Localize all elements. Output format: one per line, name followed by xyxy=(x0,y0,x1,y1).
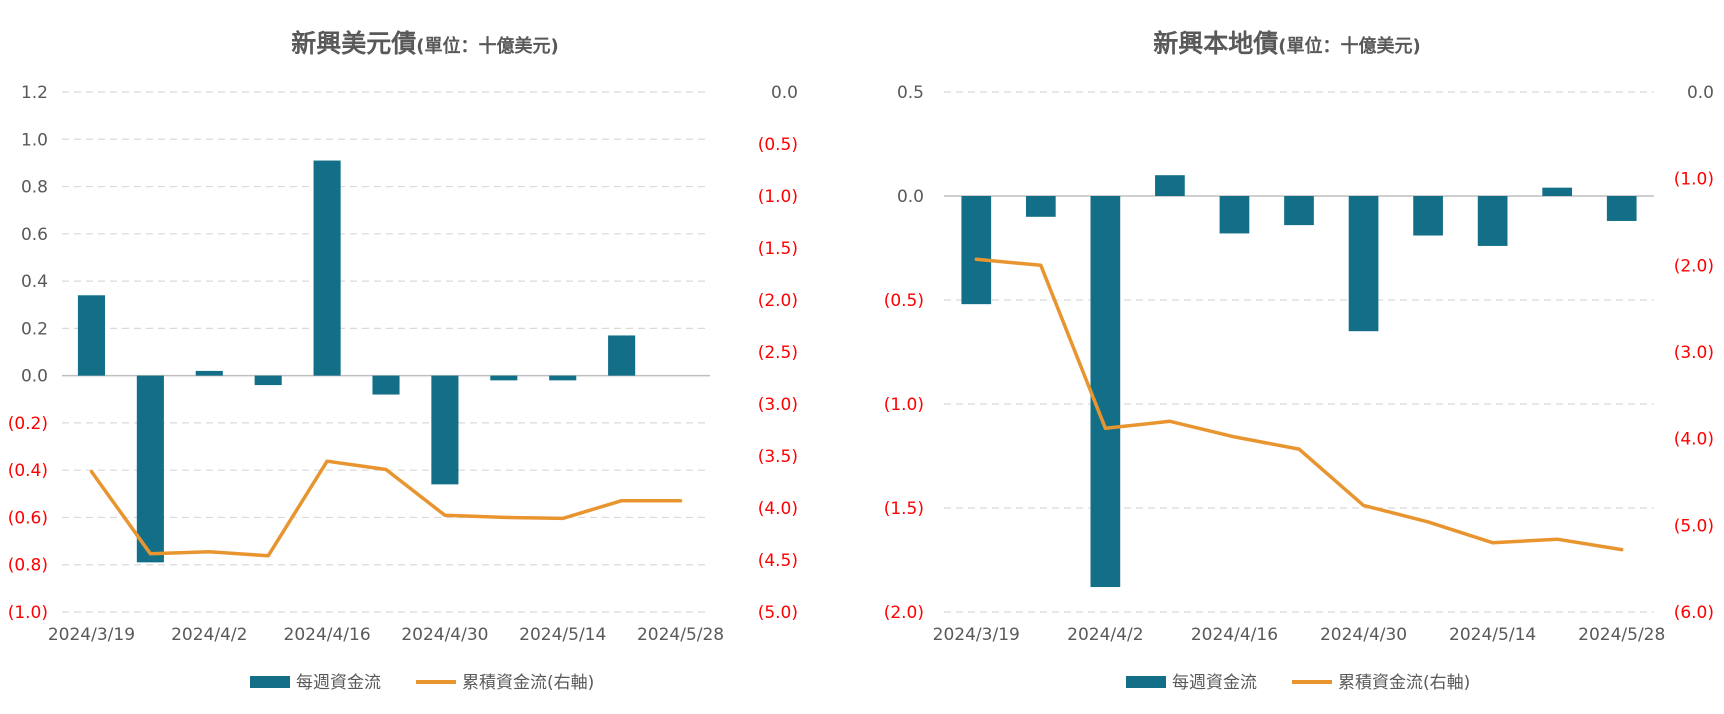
left-tick-label: (2.0) xyxy=(884,603,924,623)
left-tick-label: 0.5 xyxy=(897,83,924,103)
right-tick-label: (6.0) xyxy=(1674,603,1714,623)
right-tick-label: (2.0) xyxy=(758,291,798,311)
legend-swatch-bar xyxy=(1126,676,1166,688)
left-tick-label: (0.8) xyxy=(8,556,48,576)
left-tick-label: 0.2 xyxy=(21,319,48,339)
bar-series-weekly-flow xyxy=(77,160,636,563)
legend-label-cumulative: 累積資金流(右軸) xyxy=(1338,673,1470,693)
right-tick-label: (5.0) xyxy=(758,603,798,623)
bar xyxy=(1413,196,1443,236)
chart-title-main: 新興本地債 xyxy=(1153,29,1278,58)
cumulative-flow-line xyxy=(89,459,683,558)
right-tick-label: (5.0) xyxy=(1674,516,1714,536)
x-tick-label: 2024/4/2 xyxy=(171,625,247,645)
bar-series-weekly-flow xyxy=(961,175,1637,588)
bar xyxy=(1477,196,1508,246)
bar xyxy=(254,375,282,386)
chart-title-unit: (單位：十億美元) xyxy=(1278,35,1420,57)
line-series-cumulative-flow xyxy=(974,257,1624,552)
x-tick-label: 2024/5/14 xyxy=(519,625,606,645)
chart-emerging-usd-bonds: 新興美元債(單位：十億美元) (1.0) (0.8) (0.6) (0.4) (0.2) 0… xyxy=(8,29,798,693)
left-tick-label: 0.4 xyxy=(21,272,48,292)
legend: 每週資金流 累積資金流(右軸) xyxy=(250,673,594,693)
bar xyxy=(1606,196,1637,221)
left-tick-label: (0.2) xyxy=(8,414,48,434)
x-axis: 2024/3/19 2024/4/2 2024/4/16 2024/4/30 2024/… xyxy=(933,625,1666,645)
left-tick-label: 1.0 xyxy=(21,130,48,150)
bar xyxy=(77,295,106,376)
x-tick-label: 2024/4/16 xyxy=(284,625,371,645)
x-tick-label: 2024/4/2 xyxy=(1067,625,1143,645)
x-tick-label: 2024/3/19 xyxy=(933,625,1020,645)
right-tick-label: (1.5) xyxy=(758,239,798,259)
gridlines xyxy=(944,91,1654,613)
chart-emerging-local-bonds: 新興本地債(單位：十億美元) (2.0) (1.5) (1.0) (0.5) 0.0 0.5… xyxy=(884,29,1714,693)
bar xyxy=(1348,196,1379,332)
bar xyxy=(1542,187,1573,196)
left-tick-label: 0.0 xyxy=(21,367,48,387)
legend: 每週資金流 累積資金流(右軸) xyxy=(1126,673,1470,693)
right-tick-label: (1.0) xyxy=(758,187,798,207)
left-axis: (2.0) (1.5) (1.0) (0.5) 0.0 0.5 xyxy=(884,83,924,623)
left-axis: (1.0) (0.8) (0.6) (0.4) (0.2) 0.0 0.2 0.4 0.6 0.8… xyxy=(8,83,48,623)
right-tick-label: (2.5) xyxy=(758,343,798,363)
right-tick-label: (4.0) xyxy=(1674,430,1714,450)
x-tick-label: 2024/4/30 xyxy=(1320,625,1407,645)
x-tick-label: 2024/4/30 xyxy=(401,625,488,645)
right-tick-label: (4.5) xyxy=(758,551,798,571)
bar xyxy=(1284,196,1314,226)
right-tick-label: (3.0) xyxy=(1674,343,1714,363)
right-tick-label: (1.0) xyxy=(1674,170,1714,190)
left-tick-label: 0.8 xyxy=(21,178,48,198)
bar xyxy=(1090,196,1121,588)
bar xyxy=(961,196,992,305)
bar xyxy=(372,375,400,395)
right-axis: (6.0) (5.0) (4.0) (3.0) (2.0) (1.0) 0.0 xyxy=(1674,83,1714,623)
chart-title-unit: (單位：十億美元) xyxy=(416,35,558,57)
right-tick-label: (4.0) xyxy=(758,499,798,519)
left-tick-label: (0.4) xyxy=(8,461,48,481)
right-tick-label: (3.5) xyxy=(758,447,798,467)
left-tick-label: (1.0) xyxy=(8,603,48,623)
line-series-cumulative-flow xyxy=(89,459,683,558)
left-tick-label: 0.6 xyxy=(21,225,48,245)
bar xyxy=(549,375,577,381)
left-tick-label: (0.6) xyxy=(8,508,48,528)
left-tick-label: 0.0 xyxy=(897,187,924,207)
left-tick-label: 1.2 xyxy=(21,83,48,103)
x-axis: 2024/3/19 2024/4/2 2024/4/16 2024/4/30 2024/… xyxy=(48,625,724,645)
legend-swatch-bar xyxy=(250,676,290,688)
bar xyxy=(1155,175,1185,196)
right-tick-label: (3.0) xyxy=(758,395,798,415)
bar xyxy=(313,160,341,376)
left-tick-label: (1.0) xyxy=(884,395,924,415)
x-tick-label: 2024/4/16 xyxy=(1191,625,1278,645)
x-tick-label: 2024/5/28 xyxy=(1578,625,1665,645)
legend-label-cumulative: 累積資金流(右軸) xyxy=(462,673,594,693)
bar xyxy=(431,375,459,485)
x-tick-label: 2024/3/19 xyxy=(48,625,135,645)
chart-title: 新興本地債(單位：十億美元) xyxy=(1153,29,1420,58)
bar xyxy=(195,370,223,376)
x-tick-label: 2024/5/28 xyxy=(637,625,724,645)
bar xyxy=(608,335,636,376)
bar xyxy=(490,375,518,381)
left-tick-label: (0.5) xyxy=(884,291,924,311)
right-tick-label: 0.0 xyxy=(771,83,798,103)
right-tick-label: 0.0 xyxy=(1687,83,1714,103)
bar xyxy=(136,375,164,563)
right-tick-label: (2.0) xyxy=(1674,256,1714,276)
x-tick-label: 2024/5/14 xyxy=(1449,625,1536,645)
bar xyxy=(1025,196,1056,217)
right-tick-label: (0.5) xyxy=(758,135,798,155)
left-tick-label: (1.5) xyxy=(884,499,924,519)
chart-title: 新興美元債(單位：十億美元) xyxy=(291,29,558,58)
right-axis: (5.0) (4.5) (4.0) (3.5) (3.0) (2.5) (2.0) (1.5)… xyxy=(758,83,798,623)
chart-title-main: 新興美元債 xyxy=(291,29,416,58)
legend-label-weekly: 每週資金流 xyxy=(296,673,381,693)
legend-label-weekly: 每週資金流 xyxy=(1172,673,1257,693)
bar xyxy=(1219,196,1250,234)
